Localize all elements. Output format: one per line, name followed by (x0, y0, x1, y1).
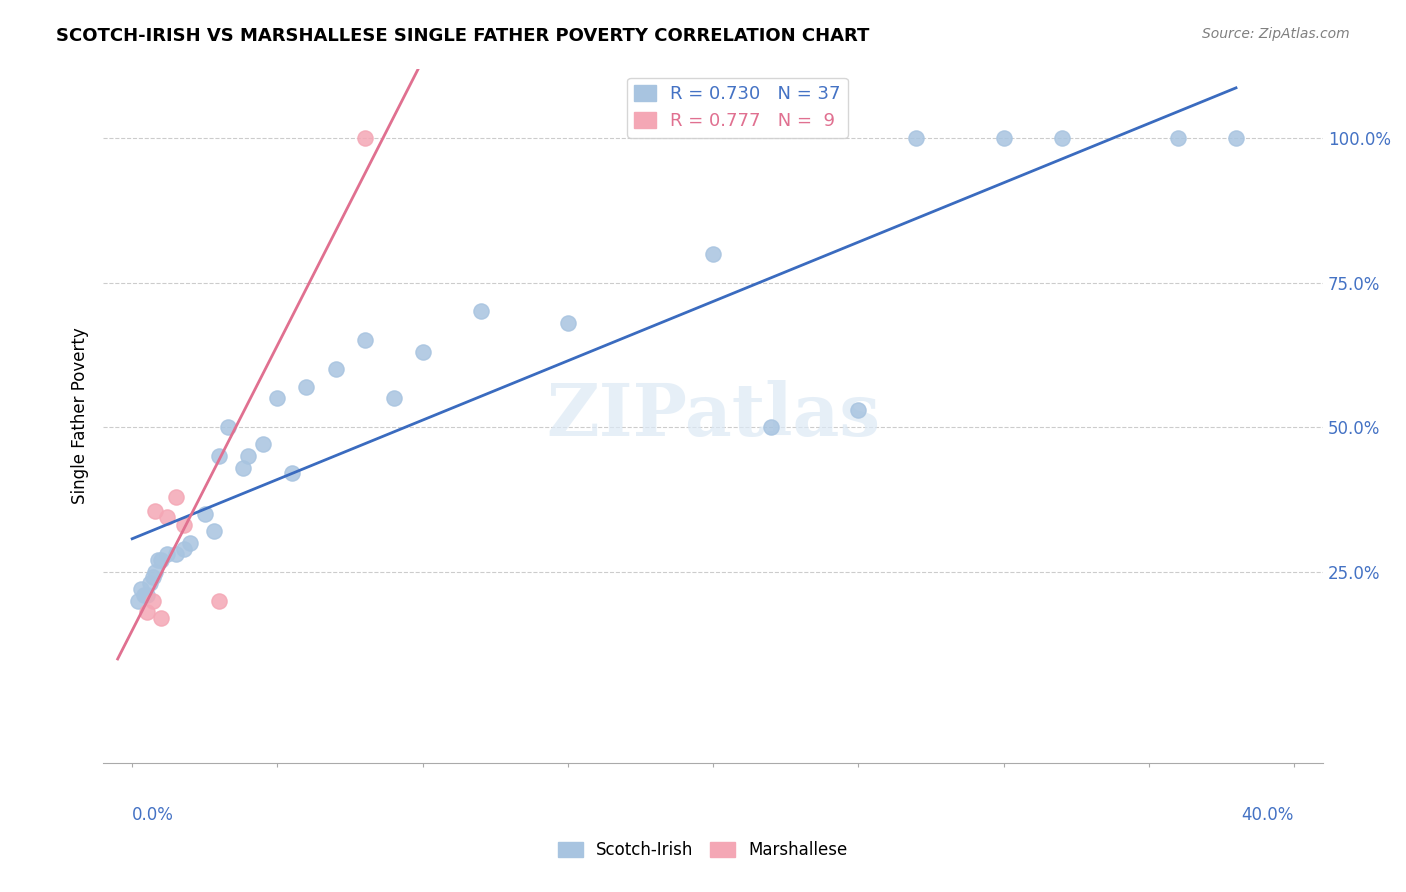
Text: ZIPatlas: ZIPatlas (546, 380, 880, 451)
Point (238, 449, 260, 463)
Text: Source: ZipAtlas.com: Source: ZipAtlas.com (1202, 27, 1350, 41)
Point (138, 576, 160, 591)
Point (232, 460, 254, 475)
Point (145, 565, 167, 579)
Point (1050, 131, 1073, 145)
Point (127, 593, 149, 607)
Point (470, 304, 492, 318)
Point (135, 588, 157, 602)
Point (353, 131, 375, 145)
Point (702, 246, 724, 260)
Point (156, 509, 179, 524)
Point (150, 553, 173, 567)
Point (165, 490, 187, 504)
Point (208, 593, 231, 607)
Point (281, 467, 304, 481)
Y-axis label: Single Father Poverty: Single Father Poverty (72, 327, 89, 504)
Point (132, 588, 155, 602)
Point (1167, 131, 1189, 145)
Point (1225, 131, 1247, 145)
Point (145, 504, 167, 518)
Point (557, 316, 579, 330)
Point (217, 420, 239, 434)
Text: SCOTCH-IRISH VS MARSHALLESE SINGLE FATHER POVERTY CORRELATION CHART: SCOTCH-IRISH VS MARSHALLESE SINGLE FATHE… (56, 27, 870, 45)
Point (382, 391, 405, 405)
Point (905, 131, 928, 145)
Point (295, 379, 318, 393)
Point (266, 391, 288, 405)
Point (993, 131, 1015, 145)
Point (141, 593, 163, 607)
Point (194, 507, 217, 521)
Point (141, 570, 163, 584)
Point (252, 437, 274, 451)
Point (848, 402, 870, 417)
Point (202, 524, 225, 539)
Text: 0.0%: 0.0% (132, 806, 174, 824)
Point (135, 605, 157, 619)
Point (156, 547, 179, 561)
Point (208, 449, 231, 463)
Point (761, 420, 783, 434)
Point (353, 334, 375, 348)
Point (150, 611, 173, 625)
Point (165, 547, 187, 561)
Point (129, 582, 152, 596)
Point (148, 553, 170, 567)
Point (325, 362, 347, 376)
Text: 40.0%: 40.0% (1241, 806, 1294, 824)
Point (412, 345, 434, 359)
Point (173, 541, 195, 556)
Legend: Scotch-Irish, Marshallese: Scotch-Irish, Marshallese (551, 835, 855, 866)
Point (173, 518, 195, 533)
Point (179, 535, 201, 549)
Legend: R = 0.730   N = 37, R = 0.777   N =  9: R = 0.730 N = 37, R = 0.777 N = 9 (627, 78, 848, 137)
